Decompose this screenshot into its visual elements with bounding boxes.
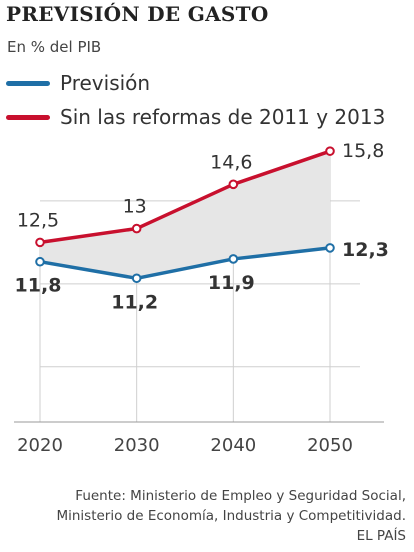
data-point-sin-reformas-2030	[131, 223, 142, 234]
data-label-prevision-2050: 12,3	[342, 239, 389, 261]
data-label-sin-reformas-2020: 12,5	[17, 209, 59, 231]
legend-label-prevision: Previsión	[60, 71, 151, 95]
line-chart: 12,5 13 14,6 15,8 11,8 11,2 11,9 12,3 2020 2030 20…	[14, 140, 389, 456]
series-line-sin-reformas	[38, 149, 332, 245]
data-label-sin-reformas-2050: 15,8	[342, 140, 384, 162]
x-tick-label-2020: 2020	[17, 435, 63, 456]
data-point-prevision-2040	[228, 254, 239, 264]
legend: Previsión Sin las reformas de 2011 y 201…	[6, 66, 385, 134]
chart-subtitle: En % del PIB	[7, 38, 102, 56]
legend-item-prevision: Previsión	[6, 66, 385, 100]
legend-label-sin-reformas: Sin las reformas de 2011 y 2013	[60, 105, 386, 129]
data-point-prevision-2050	[325, 243, 335, 253]
x-tick-label-2050: 2050	[307, 435, 353, 456]
data-point-prevision-2030	[131, 273, 142, 284]
data-point-sin-reformas-2040	[228, 179, 239, 190]
data-label-prevision-2020: 11,8	[15, 275, 62, 297]
chart-title: PREVISIÓN DE GASTO	[6, 2, 269, 26]
x-tick-label-2040: 2040	[210, 435, 256, 456]
data-label-prevision-2040: 11,9	[208, 272, 255, 294]
data-point-sin-reformas-2050	[325, 146, 335, 156]
source-line-1: Fuente: Ministerio de Empleo y Seguridad…	[75, 488, 406, 504]
legend-swatch-sin-reformas	[6, 114, 50, 120]
source-line-2: Ministerio de Economía, Industria y Comp…	[56, 508, 406, 524]
credit: EL PAÍS	[356, 528, 406, 544]
series-line-prevision	[38, 246, 332, 281]
data-label-sin-reformas-2040: 14,6	[210, 151, 252, 173]
legend-item-sin-reformas: Sin las reformas de 2011 y 2013	[6, 100, 385, 134]
data-label-sin-reformas-2030: 13	[123, 196, 147, 218]
legend-swatch-prevision	[6, 80, 50, 86]
footer: Fuente: Ministerio de Empleo y Seguridad…	[56, 486, 406, 546]
x-tick-label-2030: 2030	[114, 435, 160, 456]
data-point-prevision-2020	[35, 256, 45, 267]
gap-shaded-area	[40, 151, 330, 279]
data-point-sin-reformas-2020	[35, 237, 45, 248]
data-label-prevision-2030: 11,2	[111, 291, 158, 313]
